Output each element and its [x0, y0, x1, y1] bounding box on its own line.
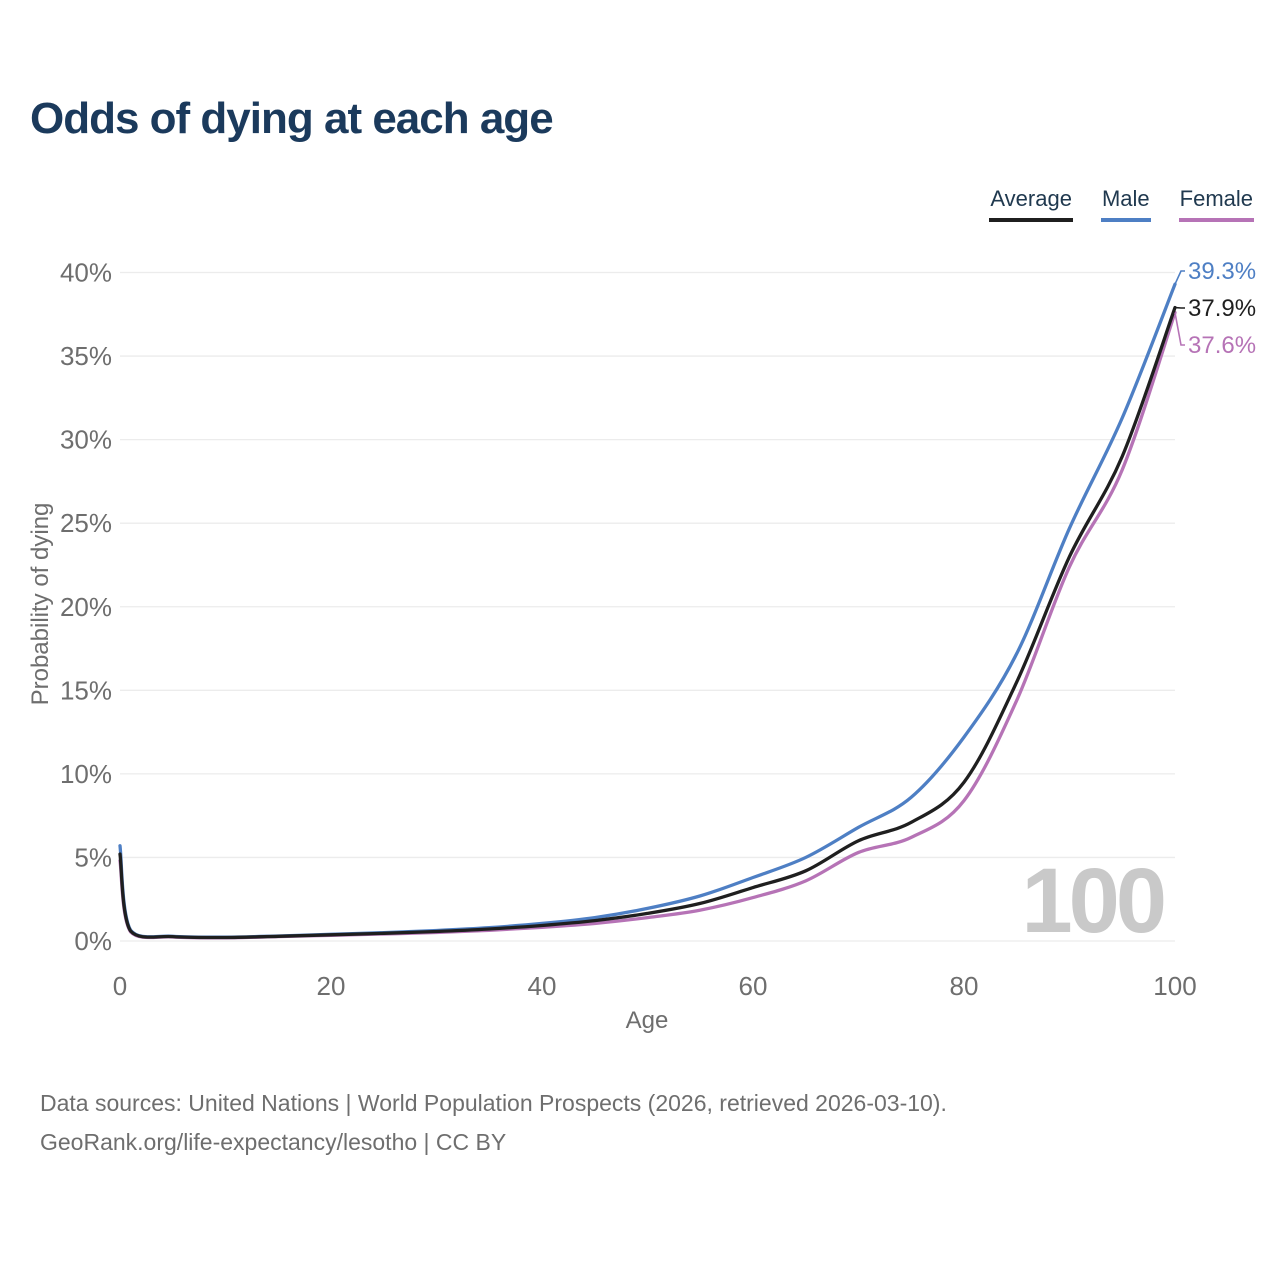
line-male	[118, 282, 1177, 939]
y-axis-title: Probability of dying	[27, 503, 54, 706]
y-tick-0%: 0%	[74, 926, 112, 956]
y-tick-30%: 30%	[60, 425, 112, 455]
age-watermark: 100	[1022, 850, 1164, 952]
y-tick-15%: 15%	[60, 675, 112, 705]
line-average	[118, 305, 1177, 940]
footer-attribution: Data sources: United Nations | World Pop…	[40, 1084, 947, 1162]
y-tick-10%: 10%	[60, 759, 112, 789]
x-tick-20: 20	[317, 971, 346, 1001]
series-end-labels: 39.3% 37.9% 37.6%	[1174, 258, 1256, 359]
legend-item-average[interactable]: Average	[989, 186, 1073, 222]
y-tick-5%: 5%	[74, 842, 112, 872]
end-label-connector-female	[1174, 312, 1185, 346]
page-title: Odds of dying at each age	[30, 94, 554, 143]
y-tick-25%: 25%	[60, 508, 112, 538]
y-tick-35%: 35%	[60, 341, 112, 371]
x-tick-80: 80	[950, 971, 979, 1001]
x-tick-40: 40	[528, 971, 557, 1001]
footer-data-sources: Data sources: United Nations | World Pop…	[40, 1090, 947, 1116]
footer-license-link[interactable]: GeoRank.org/life-expectancy/lesotho | CC…	[40, 1129, 507, 1155]
legend-item-male[interactable]: Male	[1100, 186, 1151, 222]
y-tick-40%: 40%	[60, 258, 112, 288]
end-label-male: 39.3%	[1188, 258, 1256, 285]
y-axis-tick-labels: 0% 5% 10% 15% 20% 25% 30% 35% 40%	[60, 258, 112, 957]
legend-item-female[interactable]: Female	[1178, 186, 1254, 222]
x-tick-0: 0	[113, 971, 127, 1001]
line-female	[118, 310, 1177, 940]
x-tick-100: 100	[1153, 971, 1196, 1001]
x-tick-60: 60	[739, 971, 768, 1001]
end-label-female: 37.6%	[1188, 332, 1256, 359]
x-axis-tick-labels: 0 20 40 60 80 100	[113, 971, 1197, 1001]
y-tick-20%: 20%	[60, 592, 112, 622]
gridlines	[120, 271, 1175, 942]
series-lines	[118, 282, 1177, 940]
chart-legend: Average Male Female	[989, 186, 1254, 222]
x-axis-title: Age	[626, 1007, 669, 1034]
end-label-average: 37.9%	[1188, 295, 1256, 322]
end-label-connector-male	[1174, 270, 1185, 285]
